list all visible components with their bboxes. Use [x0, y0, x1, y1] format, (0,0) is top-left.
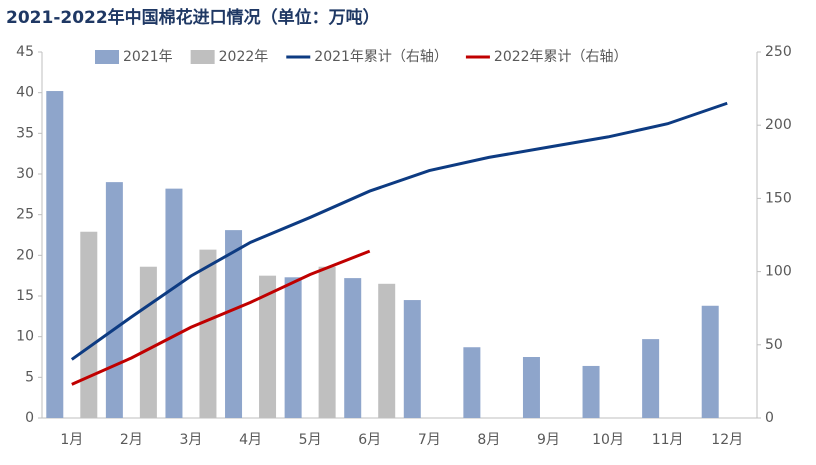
- bar: [582, 365, 600, 418]
- x-tick-label: 11月: [652, 432, 684, 448]
- x-tick-label: 10月: [592, 432, 624, 448]
- x-tick-label: 8月: [477, 432, 500, 448]
- legend-label: 2021年: [123, 49, 173, 65]
- y2-tick-label: 200: [765, 117, 792, 133]
- bar: [378, 283, 396, 418]
- bar: [165, 188, 183, 418]
- y-tick-label: 30: [16, 166, 34, 182]
- x-tick-label: 2月: [120, 432, 143, 448]
- legend-label: 2021年累计（右轴）: [314, 49, 448, 65]
- y-tick-label: 15: [16, 288, 34, 304]
- bar: [284, 277, 302, 418]
- x-tick-label: 1月: [60, 432, 83, 448]
- y-tick-label: 0: [25, 410, 34, 426]
- y-tick-label: 35: [16, 125, 34, 141]
- y-tick-label: 25: [16, 207, 34, 223]
- y2-tick-label: 100: [765, 264, 792, 280]
- line: [71, 249, 371, 386]
- bar: [259, 275, 277, 418]
- bar: [139, 266, 157, 418]
- bar: [80, 231, 98, 418]
- bar: [403, 300, 421, 418]
- bar: [318, 266, 336, 418]
- bar: [199, 249, 217, 418]
- y-tick-label: 40: [16, 85, 34, 101]
- y2-tick-label: 250: [765, 44, 792, 60]
- bar: [642, 339, 660, 418]
- bar: [463, 347, 481, 418]
- legend-swatch: [95, 50, 119, 64]
- y2-tick-label: 150: [765, 190, 792, 206]
- y2-tick-label: 0: [765, 410, 774, 426]
- bar: [46, 91, 64, 418]
- chart-title: 2021-2022年中国棉花进口情况（单位：万吨）: [6, 7, 380, 28]
- legend-label: 2022年累计（右轴）: [494, 49, 628, 65]
- x-tick-label: 4月: [239, 432, 262, 448]
- legend-swatch: [190, 50, 215, 64]
- y2-tick-label: 50: [765, 337, 783, 353]
- line: [70, 101, 728, 361]
- bar: [105, 182, 123, 418]
- bar: [344, 278, 362, 418]
- y-tick-label: 5: [25, 369, 34, 385]
- y-tick-label: 10: [16, 329, 34, 345]
- x-tick-label: 9月: [537, 432, 560, 448]
- bar: [522, 357, 540, 418]
- x-tick-label: 5月: [299, 432, 322, 448]
- x-tick-label: 12月: [711, 432, 743, 448]
- x-tick-label: 7月: [418, 432, 441, 448]
- x-tick-label: 6月: [358, 432, 381, 448]
- bar: [225, 230, 243, 418]
- y-tick-label: 45: [16, 44, 34, 60]
- bar: [701, 305, 719, 418]
- y-tick-label: 20: [16, 247, 34, 263]
- legend-label: 2022年: [219, 49, 269, 65]
- x-tick-label: 3月: [179, 432, 202, 448]
